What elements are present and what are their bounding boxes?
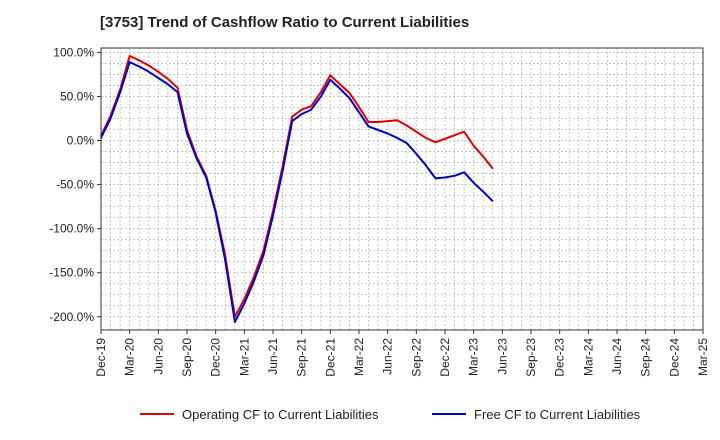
series-line-free-cf — [100, 61, 494, 324]
plot-area-frame — [100, 47, 704, 331]
y-tick-label: 50.0% — [60, 89, 94, 103]
y-axis-ticks: 100.0% 50.0% 0.0% -50.0% -100.0% -150.0% -200.… — [49, 45, 101, 324]
x-tick-label: Sep-24 — [639, 338, 653, 377]
x-tick-label: Mar-20 — [123, 338, 137, 376]
x-tick-label: Mar-23 — [467, 338, 481, 376]
series-lines — [100, 54, 494, 324]
y-tick-label: 100.0% — [53, 45, 94, 59]
x-tick-label: Sep-21 — [295, 338, 309, 377]
y-tick-label: -100.0% — [49, 222, 94, 236]
x-tick-label: Jun-24 — [610, 338, 624, 375]
x-tick-label: Mar-22 — [352, 338, 366, 376]
y-tick-label: -50.0% — [56, 178, 94, 192]
legend-label: Operating CF to Current Liabilities — [182, 407, 379, 422]
x-tick-label: Dec-22 — [438, 338, 452, 377]
grid — [100, 48, 704, 330]
x-tick-label: Dec-23 — [553, 338, 567, 377]
x-tick-label: Dec-24 — [667, 338, 681, 377]
legend: Operating CF to Current Liabilities Free … — [140, 407, 641, 422]
y-tick-label: 0.0% — [67, 134, 95, 148]
x-axis-ticks: Dec-19 Mar-20 Jun-20 Sep-20 Dec-20 Mar-21 Jun-… — [94, 330, 710, 377]
x-tick-label: Jun-20 — [151, 338, 165, 375]
series-line-operating-cf — [100, 54, 494, 318]
x-tick-label: Jun-21 — [266, 338, 280, 375]
x-tick-label: Sep-22 — [409, 338, 423, 377]
x-tick-label: Dec-20 — [209, 338, 223, 377]
y-tick-label: -150.0% — [49, 266, 94, 280]
x-tick-label: Jun-22 — [381, 338, 395, 375]
x-tick-label: Dec-21 — [323, 338, 337, 377]
x-tick-label: Mar-25 — [696, 338, 710, 376]
legend-label: Free CF to Current Liabilities — [474, 407, 641, 422]
x-tick-label: Dec-19 — [94, 338, 108, 377]
x-tick-label: Mar-24 — [581, 338, 595, 376]
y-tick-label: -200.0% — [49, 310, 94, 324]
x-tick-label: Mar-21 — [237, 338, 251, 376]
x-tick-label: Jun-23 — [495, 338, 509, 375]
x-tick-label: Sep-23 — [524, 338, 538, 377]
chart-title: [3753] Trend of Cashflow Ratio to Curren… — [100, 14, 470, 31]
x-tick-label: Sep-20 — [180, 338, 194, 377]
